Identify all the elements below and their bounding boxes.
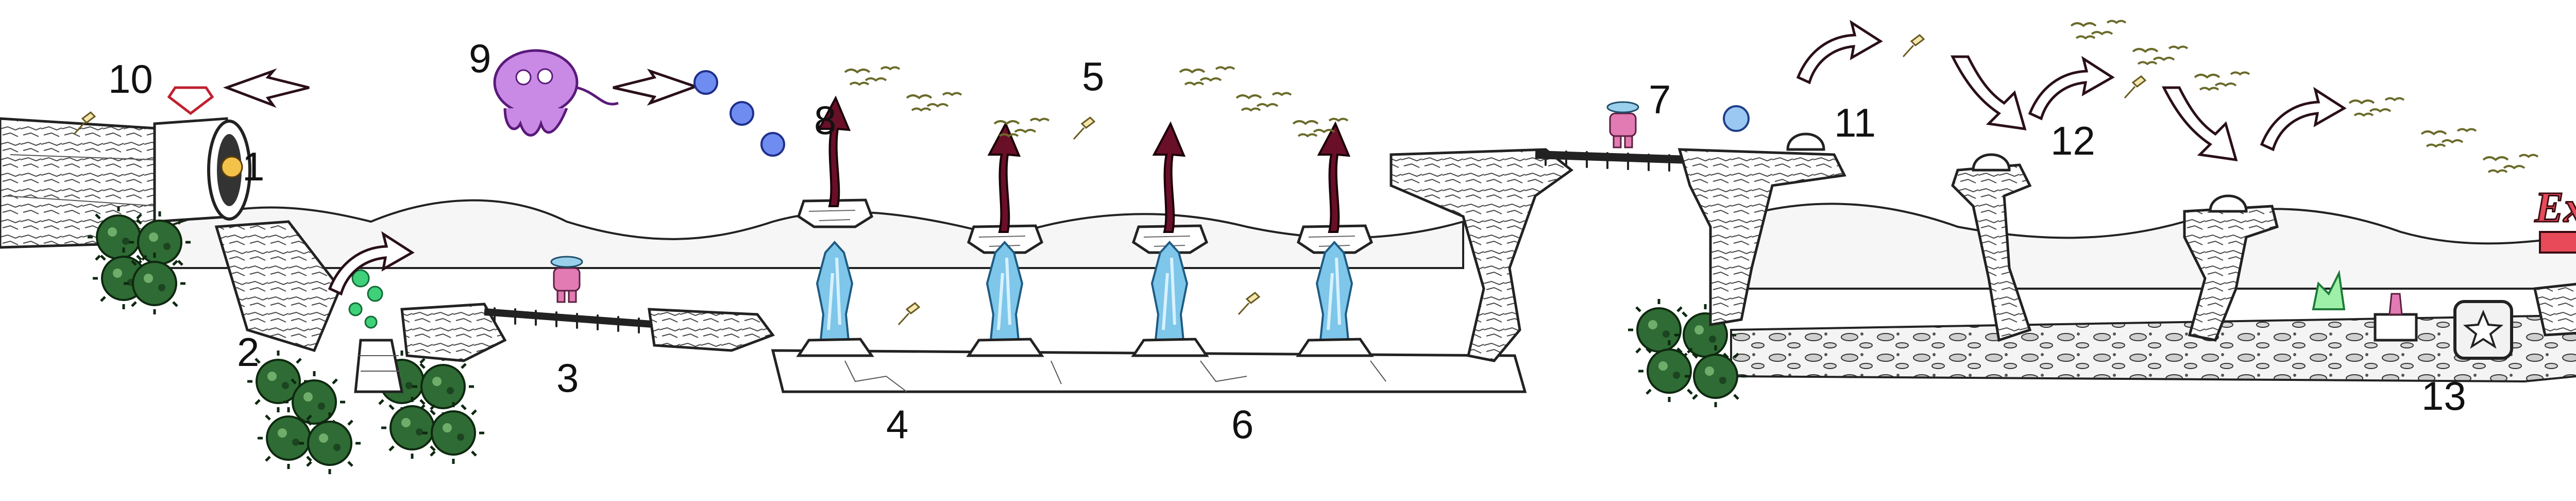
level-label-6: 6 xyxy=(1231,402,1253,447)
curved-arrow-icon-set xyxy=(1798,23,2344,162)
rock-pillar-12 xyxy=(1951,153,2279,342)
level-label-10: 10 xyxy=(108,56,153,102)
diamond-gem-icon xyxy=(167,86,214,115)
level-label-9: 9 xyxy=(469,36,491,81)
up-arrow-icon xyxy=(818,97,1350,233)
turret-icon xyxy=(1786,132,1825,151)
rock-pillar-7 xyxy=(1677,148,1846,326)
exit-sign-icon: Exit xyxy=(2534,183,2576,254)
star-box-icon xyxy=(2453,300,2513,360)
bridge-planks-7 xyxy=(1545,149,1670,172)
level-label-7: 7 xyxy=(1649,77,1671,122)
alien-plant-icon xyxy=(2312,270,2346,310)
level-label-8: 8 xyxy=(814,97,836,143)
lunar-horizon xyxy=(154,199,1464,269)
rope-bridge-7 xyxy=(1535,151,1690,164)
rock-platform-3b xyxy=(648,308,775,352)
bubble-icon xyxy=(693,70,785,157)
level-label-2: 2 xyxy=(237,329,259,375)
crater-floor xyxy=(1730,314,2576,383)
spore-icon xyxy=(348,269,404,393)
rock-platform-3 xyxy=(400,303,507,362)
crater-pit-floor xyxy=(771,349,1527,393)
ghost-enemy-icon xyxy=(493,49,619,137)
bridge-planks xyxy=(494,307,640,333)
start-slope xyxy=(214,220,342,353)
level-label-13: 13 xyxy=(2421,373,2466,419)
tall-rock-arch xyxy=(1389,148,1574,362)
level-label-3: 3 xyxy=(556,355,579,400)
level-label-12: 12 xyxy=(2050,118,2095,163)
robot-player-icon-7 xyxy=(1606,101,1639,148)
lunar-horizon-right xyxy=(1740,203,2576,290)
level-label-4: 4 xyxy=(886,402,908,447)
level-labels: 1 2 3 4 5 6 7 8 9 10 11 12 13 xyxy=(108,36,2466,447)
level-label-5: 5 xyxy=(1082,54,1104,99)
rope-bridge-3 xyxy=(484,308,660,328)
pipe-icon xyxy=(153,117,251,223)
left-arrow-icon xyxy=(223,68,310,108)
level-label-11: 11 xyxy=(1834,100,1876,145)
final-rock xyxy=(2533,282,2576,337)
right-arrow-icon xyxy=(613,69,700,106)
level-label-1: 1 xyxy=(242,144,264,189)
potion-box-icon xyxy=(2374,293,2418,342)
svg-text:Exit: Exit xyxy=(2534,183,2576,231)
bubble-icon-7 xyxy=(1723,105,1750,132)
robot-player-icon xyxy=(550,256,583,303)
